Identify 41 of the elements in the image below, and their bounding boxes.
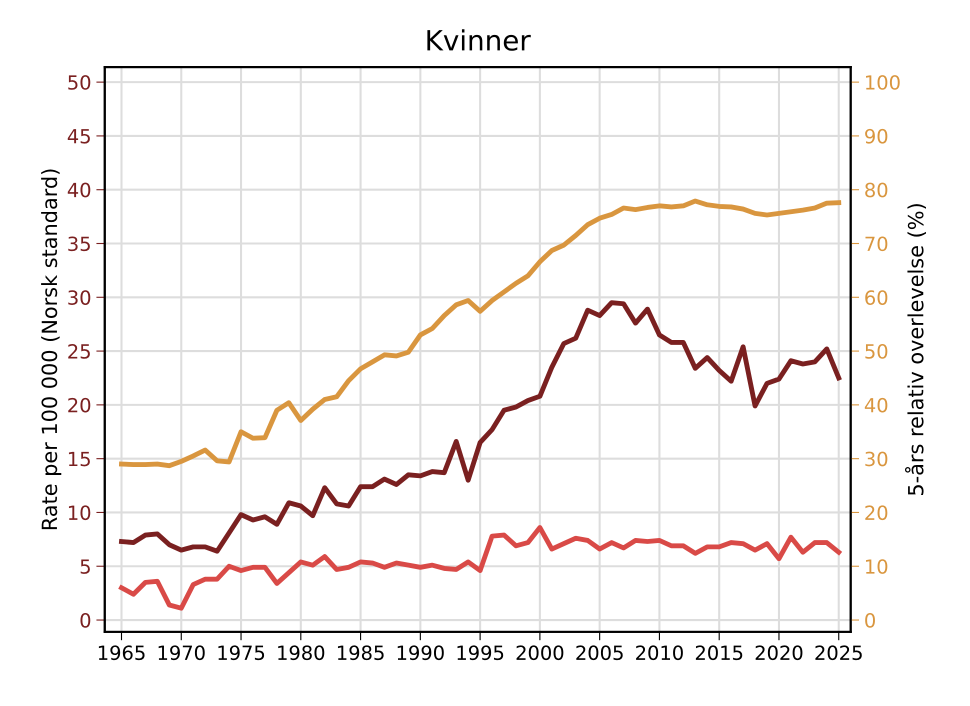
y-tick-label: 20 xyxy=(68,398,90,413)
line-series xyxy=(119,300,842,554)
x-tick-label: 2010 xyxy=(636,645,683,660)
y-tick-label: 50 xyxy=(68,75,90,90)
y-tick-label: 25 xyxy=(68,344,90,359)
y2-tick-label: 100 xyxy=(866,75,900,90)
x-tick-label: 1980 xyxy=(278,645,324,660)
y-tick-label: 30 xyxy=(68,290,90,305)
x-tick-label: 1995 xyxy=(458,645,504,660)
y-axis-title: Rate per 100 000 (Norsk standard) xyxy=(41,170,62,530)
x-tick-label: 2005 xyxy=(576,645,623,660)
x-tick-label: 2020 xyxy=(756,645,802,660)
y2-tick-label: 40 xyxy=(864,398,888,413)
x-tick-label: 1965 xyxy=(98,645,145,660)
chart-title: Kvinner xyxy=(427,29,531,51)
x-tick-label: 1970 xyxy=(158,645,205,660)
y2-tick-label: 30 xyxy=(865,452,888,466)
x-tick-label: 2015 xyxy=(696,645,742,660)
y2-tick-label: 0 xyxy=(865,612,875,628)
y2-tick-label: 20 xyxy=(865,505,888,520)
y-tick-label: 5 xyxy=(80,559,90,574)
x-tick-label: 1985 xyxy=(338,645,384,660)
x-tick-label: 2000 xyxy=(516,645,564,660)
y-tick-label: 40 xyxy=(68,182,90,198)
y2-tick-label: 80 xyxy=(865,182,888,198)
y-tick-label: 15 xyxy=(68,452,90,466)
line-series xyxy=(119,198,842,468)
y2-tick-label: 60 xyxy=(865,290,888,305)
y2-tick-label: 10 xyxy=(866,559,888,574)
x-tick-label: 1975 xyxy=(218,645,264,660)
y-tick-label: 0 xyxy=(80,612,90,628)
y-tick-label: 45 xyxy=(68,129,90,144)
y2-axis-title: 5-års relativ overlevelse (%) xyxy=(904,204,926,496)
y2-tick-label: 50 xyxy=(865,344,888,359)
line-series xyxy=(119,525,842,611)
x-tick-label: 2025 xyxy=(815,645,862,660)
y-tick-label: 35 xyxy=(68,236,90,252)
x-tick-label: 1990 xyxy=(398,645,444,660)
y2-tick-label: 90 xyxy=(865,128,888,144)
y-tick-label: 10 xyxy=(68,505,90,520)
y2-tick-label: 70 xyxy=(865,236,888,252)
